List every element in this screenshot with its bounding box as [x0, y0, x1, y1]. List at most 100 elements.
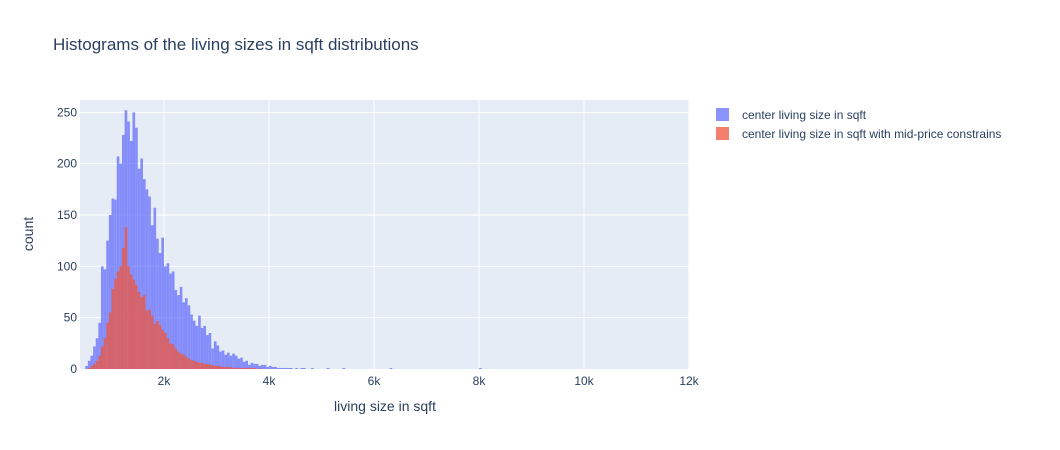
y-tick-label: 0: [70, 362, 77, 376]
y-tick-label: 150: [57, 208, 77, 222]
histogram-bar: [255, 363, 259, 369]
histogram-bar: [248, 364, 251, 369]
histogram-bar: [156, 320, 159, 369]
legend-swatch: [716, 127, 729, 140]
histogram-bar: [300, 367, 304, 369]
histogram-bar: [132, 279, 136, 369]
histogram-bar: [101, 266, 104, 369]
histogram-bar: [145, 189, 149, 369]
histogram-bar: [166, 263, 170, 369]
histogram-bar: [303, 367, 306, 369]
x-tick-label: 10k: [574, 374, 594, 388]
x-tick-label: 2k: [158, 374, 172, 388]
y-tick-label: 50: [64, 311, 78, 325]
histogram-bar: [234, 367, 238, 369]
y-axis-ticks: 0 50 100 150 200 250: [57, 105, 77, 376]
histogram-bar: [137, 291, 141, 369]
histogram-bar: [95, 338, 99, 369]
histogram-bar: [153, 323, 157, 369]
x-tick-label: 8k: [473, 374, 487, 388]
histogram-bar: [250, 367, 254, 369]
histogram-bar: [185, 356, 188, 369]
histogram-bar: [195, 361, 199, 369]
histogram-bar: [140, 297, 143, 369]
histogram-bar: [213, 341, 217, 369]
histogram-bar: [250, 362, 254, 369]
histogram-bar: [161, 237, 164, 369]
histogram-bar: [227, 366, 230, 369]
histogram-bar: [93, 363, 96, 369]
histogram-bar: [211, 364, 214, 369]
histogram-bar: [192, 360, 196, 369]
histogram-bar: [192, 320, 196, 369]
histogram-bar: [137, 168, 141, 369]
histogram-bar: [129, 274, 133, 369]
histogram-bar: [190, 359, 193, 369]
histogram-bar: [98, 322, 101, 369]
histogram-bar: [203, 325, 206, 369]
histogram-bar: [87, 367, 91, 369]
x-tick-label: 4k: [263, 374, 277, 388]
histogram-bar: [232, 367, 235, 369]
histogram-bar: [87, 360, 91, 369]
histogram-bar: [479, 367, 482, 369]
histogram-bar: [240, 357, 243, 369]
histogram-bar: [182, 302, 185, 369]
x-tick-label: 12k: [679, 374, 699, 388]
histogram-bar: [242, 361, 246, 369]
histogram-bar: [253, 367, 256, 369]
histogram-bar: [282, 367, 285, 369]
histogram-bar: [98, 355, 101, 369]
histogram-bar: [271, 366, 275, 369]
legend: center living size in sqft center living…: [716, 108, 1001, 141]
histogram-bar: [237, 358, 241, 369]
histogram-bar: [158, 252, 162, 369]
histogram-bar: [179, 286, 183, 369]
histogram-bar: [169, 343, 172, 369]
histogram-bar: [90, 355, 94, 369]
histogram-bar: [122, 247, 125, 369]
histogram-bar: [234, 355, 238, 369]
histogram-bar: [190, 314, 193, 369]
histogram-bar: [269, 365, 272, 369]
histogram-bar: [166, 338, 170, 369]
x-axis-ticks: 2k 4k 6k 8k 10k 12k: [158, 374, 700, 388]
histogram-bar: [206, 335, 209, 369]
histogram-bar: [287, 367, 290, 369]
histogram-bar: [224, 354, 227, 369]
histogram-bar: [203, 363, 206, 369]
histogram-bar: [221, 350, 225, 369]
histogram-bar: [116, 271, 120, 369]
histogram-bar: [135, 127, 138, 369]
histogram-bar: [232, 353, 235, 369]
histogram-bar: [263, 364, 267, 369]
histogram-bar: [195, 325, 199, 369]
histogram-bar: [258, 365, 262, 369]
histogram-bar: [295, 367, 298, 369]
legend-item-mid-price[interactable]: center living size in sqft with mid-pric…: [716, 127, 1001, 141]
histogram-bar: [229, 366, 233, 369]
legend-item-center[interactable]: center living size in sqft: [716, 108, 867, 122]
histogram-bar: [124, 227, 128, 369]
histogram-bar: [237, 367, 241, 369]
histogram-bar: [174, 289, 178, 369]
series-bars-mid-price: [87, 227, 262, 369]
histogram-bar: [284, 367, 288, 369]
histogram-bar: [211, 348, 214, 369]
histogram-bar: [103, 269, 107, 369]
histogram-bar: [187, 358, 191, 369]
series-bars-center: [85, 110, 482, 369]
legend-label: center living size in sqft: [742, 108, 867, 122]
histogram-bar: [143, 295, 146, 369]
histogram-bar: [311, 367, 314, 369]
histogram-bar: [174, 348, 178, 369]
histogram-bar: [224, 366, 227, 369]
histogram-bar: [227, 352, 230, 369]
y-axis-title: count: [20, 217, 36, 251]
histogram-bar: [116, 156, 120, 369]
histogram-bar: [164, 266, 167, 369]
histogram-bar: [114, 278, 117, 369]
histogram-bar: [129, 141, 133, 369]
histogram-bar: [185, 298, 188, 369]
